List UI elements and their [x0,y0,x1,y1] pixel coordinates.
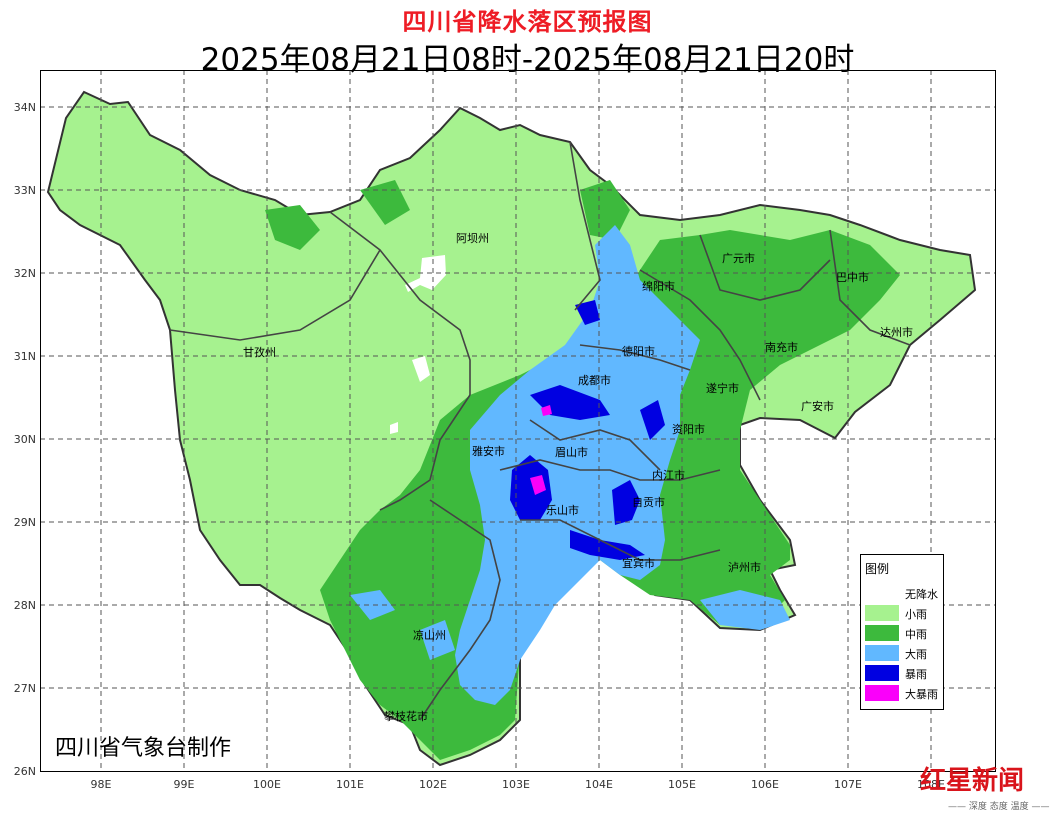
legend-label: 无降水 [905,588,938,601]
city-label: 甘孜州 [243,345,276,359]
city-label: 攀枝花市 [384,709,428,723]
lat-tick: 28N [13,599,36,612]
watermark-logo: 红星新闻 [920,766,1025,796]
city-label: 雅安市 [472,444,505,458]
lon-tick: 103E [502,778,530,791]
lon-tick: 100E [253,778,281,791]
city-label: 德阳市 [622,344,655,358]
lon-tick: 98E [90,778,112,791]
city-label: 广元市 [722,251,755,265]
lat-tick: 31N [13,350,36,363]
lat-tick: 30N [13,433,36,446]
lat-tick: 32N [13,267,36,280]
city-label: 凉山州 [413,628,446,642]
lat-tick: 34N [13,101,36,114]
lon-tick: 105E [668,778,696,791]
lat-tick: 27N [13,682,36,695]
city-label: 眉山市 [555,445,588,459]
city-label: 南充市 [765,340,798,354]
city-label: 达州市 [880,325,913,339]
legend-swatch [865,605,899,621]
legend-label: 中雨 [905,628,927,641]
city-label: 遂宁市 [706,381,739,395]
extreme-rainstorm-areas [530,405,552,495]
legend-title: 图例 [865,562,890,576]
city-label: 巴中市 [836,270,869,284]
prefecture-boundaries [169,141,911,721]
legend-label: 大雨 [905,648,927,661]
city-label: 内江市 [652,468,685,482]
city-label: 绵阳市 [642,279,675,293]
city-label: 广安市 [801,399,834,413]
lat-tick: 33N [13,184,36,197]
legend-swatch [865,665,899,681]
legend-item: 小雨 [865,603,943,623]
city-label: 成都市 [578,373,611,387]
map-title: 四川省降水落区预报图 [402,8,653,36]
lon-tick: 101E [336,778,364,791]
city-label: 资阳市 [672,422,705,436]
no-precipitation-areas [390,255,446,434]
legend-label: 小雨 [905,608,927,621]
city-labels: 阿坝州 甘孜州 广元市 巴中市 绵阳市 达州市 南充市 德阳市 成都市 遂宁市 … [243,231,913,723]
legend-item: 无降水 [865,583,943,603]
map-frame [40,70,996,772]
lon-tick: 107E [834,778,862,791]
city-label: 泸州市 [728,560,761,574]
lon-tick: 108E [917,778,945,791]
legend-swatch [865,645,899,661]
watermark-slogan: —— 深度 态度 温度 —— [948,802,1050,812]
lon-tick: 106E [751,778,779,791]
legend: 图例 无降水 小雨 中雨 大雨 暴雨 大暴雨 [860,554,944,710]
city-label: 阿坝州 [456,231,489,245]
map-subtitle: 2025年08月21日08时-2025年08月21日20时 [200,42,855,78]
city-label: 宜宾市 [622,556,655,570]
legend-label: 大暴雨 [905,688,938,701]
legend-item: 暴雨 [865,663,943,683]
city-label: 乐山市 [546,503,579,517]
lon-tick: 99E [173,778,195,791]
city-label: 自贡市 [632,495,665,509]
lat-tick: 26N [13,765,36,778]
legend-item: 大暴雨 [865,683,943,703]
legend-swatch [865,625,899,641]
credit-text: 四川省气象台制作 [55,736,232,761]
legend-swatch [865,585,901,603]
legend-swatch [865,685,899,701]
lon-tick: 102E [419,778,447,791]
legend-item: 大雨 [865,643,943,663]
legend-item: 中雨 [865,623,943,643]
coordinate-grid [40,70,996,772]
lat-tick: 29N [13,516,36,529]
legend-label: 暴雨 [905,668,927,681]
lon-tick: 104E [585,778,613,791]
